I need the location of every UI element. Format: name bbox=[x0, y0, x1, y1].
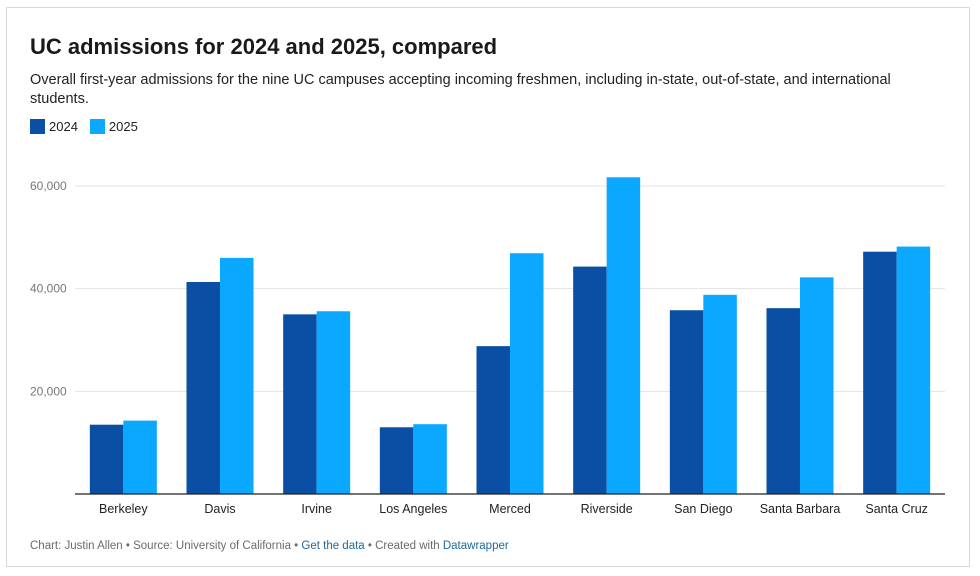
x-tick-label-santa-barbara: Santa Barbara bbox=[760, 502, 841, 516]
bar-2024-santa-barbara bbox=[766, 308, 800, 494]
footer-separator: • Created with bbox=[364, 540, 443, 552]
legend-swatch-2024 bbox=[30, 119, 45, 134]
x-tick-label-riverside: Riverside bbox=[581, 502, 633, 516]
y-tick-label-20000: 20,000 bbox=[30, 384, 67, 398]
legend-swatch-2025 bbox=[89, 119, 105, 134]
bar-2025-san-diego bbox=[703, 294, 737, 494]
legend: 2024 2025 bbox=[30, 119, 150, 134]
bar-2024-davis bbox=[186, 281, 220, 494]
bar-2024-merced bbox=[476, 346, 510, 494]
bar-2025-berkeley bbox=[123, 420, 157, 494]
chart-subtitle: Overall first-year admissions for the ni… bbox=[30, 72, 891, 107]
x-tick-label-san-diego: San Diego bbox=[674, 502, 732, 516]
bar-2025-santa-cruz bbox=[896, 246, 931, 494]
y-tick-label-60000: 60,000 bbox=[30, 179, 67, 193]
get-the-data-link[interactable]: Get the data bbox=[301, 540, 365, 552]
legend-item-2025: 2025 bbox=[89, 119, 138, 134]
bar-2024-berkeley bbox=[89, 424, 124, 494]
x-tick-label-merced: Merced bbox=[489, 502, 531, 516]
chart-title: UC admissions for 2024 and 2025, compare… bbox=[30, 34, 498, 59]
bar-2025-santa-barbara bbox=[800, 277, 834, 494]
bar-2024-riverside bbox=[573, 266, 607, 494]
x-tick-label-santa-cruz: Santa Cruz bbox=[865, 502, 928, 516]
footer-credit: Chart: Justin Allen • Source: University… bbox=[30, 540, 302, 552]
x-tick-label-berkeley: Berkeley bbox=[99, 502, 148, 516]
bar-2025-riverside bbox=[606, 177, 641, 495]
bar-2024-santa-cruz bbox=[863, 251, 897, 494]
x-tick-label-los-angeles: Los Angeles bbox=[379, 502, 447, 516]
bar-2025-irvine bbox=[316, 311, 351, 494]
legend-label-2025: 2025 bbox=[108, 119, 138, 134]
bar-2024-san-diego bbox=[669, 310, 704, 494]
bar-2025-merced bbox=[510, 253, 544, 494]
legend-label-2024: 2024 bbox=[49, 119, 78, 134]
bar-2024-los-angeles bbox=[379, 427, 414, 494]
x-tick-label-irvine: Irvine bbox=[301, 502, 332, 516]
legend-item-2024: 2024 bbox=[30, 119, 78, 134]
bar-2025-davis bbox=[220, 257, 254, 494]
x-tick-label-davis: Davis bbox=[204, 502, 235, 516]
footer: Chart: Justin Allen • Source: University… bbox=[30, 540, 509, 552]
y-tick-label-40000: 40,000 bbox=[30, 282, 67, 296]
bar-2024-irvine bbox=[283, 314, 317, 494]
datawrapper-link[interactable]: Datawrapper bbox=[442, 540, 509, 552]
bar-2025-los-angeles bbox=[413, 424, 447, 494]
